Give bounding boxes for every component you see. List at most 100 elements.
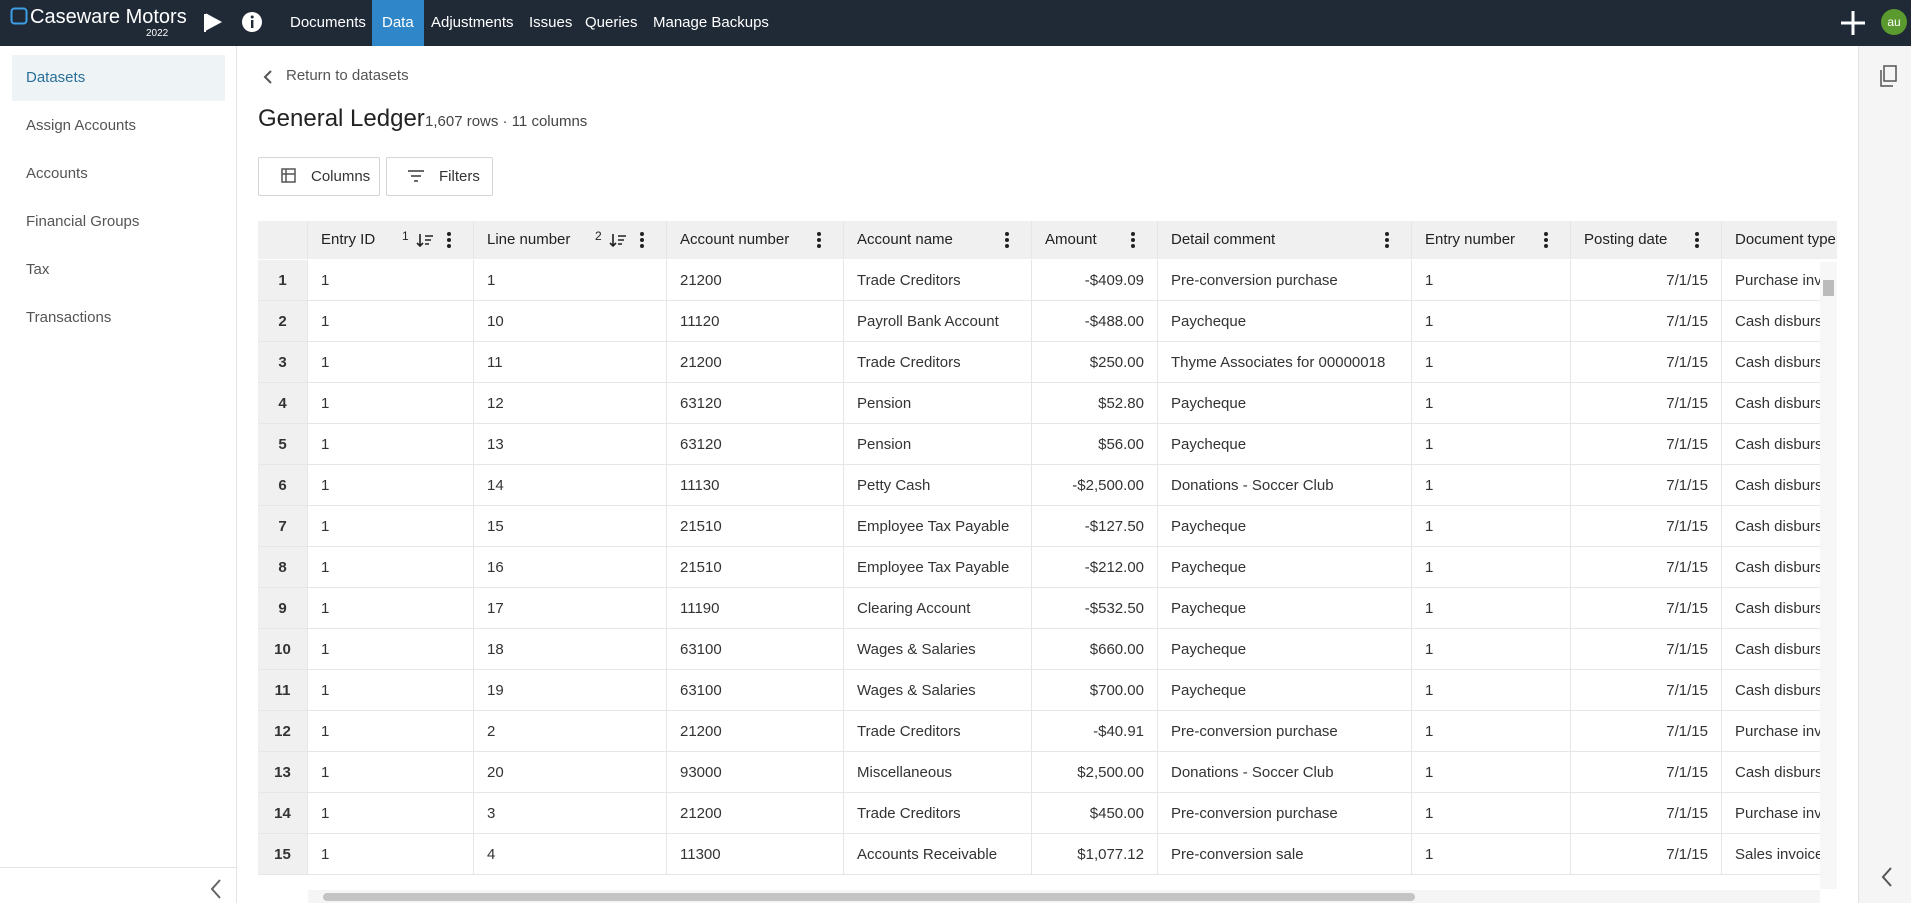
cell: 1 <box>308 465 474 506</box>
cell: 1 <box>1412 711 1571 752</box>
sort-icon[interactable] <box>416 232 434 248</box>
cell: Cash disbursements <box>1722 670 1837 711</box>
cell: 17 <box>474 588 667 629</box>
sort-icon[interactable] <box>609 232 627 248</box>
row-number: 2 <box>258 301 308 342</box>
row-number: 6 <box>258 465 308 506</box>
cell: 1 <box>1412 547 1571 588</box>
cell: Paycheque <box>1158 383 1412 424</box>
header-cell <box>258 221 308 259</box>
cell: $1,077.12 <box>1032 834 1158 875</box>
nav-item[interactable]: Issues <box>529 14 573 31</box>
column-header[interactable]: Account number <box>667 221 844 259</box>
cell: Trade Creditors <box>844 342 1032 383</box>
cell: $660.00 <box>1032 629 1158 670</box>
cell: Payroll Bank Account <box>844 301 1032 342</box>
cell: -$532.50 <box>1032 588 1158 629</box>
column-label: Entry number <box>1425 231 1516 248</box>
h-scrollbar[interactable] <box>308 890 1820 903</box>
column-header[interactable]: Account name <box>844 221 1032 259</box>
logo-icon <box>10 7 28 25</box>
cell: 21200 <box>667 260 844 301</box>
column-label: Document type <box>1735 231 1836 248</box>
cell: Wages & Salaries <box>844 629 1032 670</box>
cell: Paycheque <box>1158 506 1412 547</box>
column-menu[interactable] <box>1384 232 1390 248</box>
avatar[interactable]: au <box>1881 9 1907 35</box>
column-header[interactable]: Amount <box>1032 221 1158 259</box>
cell: 16 <box>474 547 667 588</box>
column-header[interactable]: Posting date <box>1571 221 1722 259</box>
column-menu[interactable] <box>1543 232 1549 248</box>
cell: 7/1/15 <box>1571 711 1722 752</box>
column-header[interactable]: Detail comment <box>1158 221 1412 259</box>
column-label: Amount <box>1045 231 1097 248</box>
cell: 1 <box>308 506 474 547</box>
v-scrollbar[interactable] <box>1820 262 1837 889</box>
sidebar-item[interactable]: Financial Groups <box>26 213 140 230</box>
cell: 63120 <box>667 424 844 465</box>
nav-item[interactable]: Documents <box>290 14 366 31</box>
row-number: 9 <box>258 588 308 629</box>
cell: 21510 <box>667 506 844 547</box>
column-header[interactable]: Line number 2 <box>474 221 667 259</box>
breadcrumb[interactable]: Return to datasets <box>286 67 409 84</box>
cell: 1 <box>1412 834 1571 875</box>
cell: 21200 <box>667 711 844 752</box>
cell: Pre-conversion purchase <box>1158 260 1412 301</box>
sort-order: 1 <box>402 229 409 243</box>
back-icon[interactable] <box>262 69 274 85</box>
cell: Miscellaneous <box>844 752 1032 793</box>
expand-icon[interactable] <box>1879 866 1895 888</box>
cell: 7/1/15 <box>1571 465 1722 506</box>
right-panel <box>1858 46 1911 903</box>
add-icon[interactable] <box>1839 9 1867 37</box>
nav-item[interactable]: Manage Backups <box>653 14 769 31</box>
column-menu[interactable] <box>816 232 822 248</box>
sidebar-item[interactable]: Accounts <box>26 165 88 182</box>
column-menu[interactable] <box>1130 232 1136 248</box>
cell: Cash disbursements <box>1722 547 1837 588</box>
cell: 7/1/15 <box>1571 260 1722 301</box>
cell: 11120 <box>667 301 844 342</box>
app-name: Caseware Motors <box>30 6 187 28</box>
cell: Sales invoices <box>1722 834 1837 875</box>
sidebar-item[interactable]: Tax <box>26 261 50 278</box>
cell: 1 <box>1412 670 1571 711</box>
cell: 7/1/15 <box>1571 506 1722 547</box>
cell: 1 <box>1412 424 1571 465</box>
flag-icon[interactable] <box>202 12 222 34</box>
cell: 7/1/15 <box>1571 793 1722 834</box>
nav-item[interactable]: Queries <box>585 14 638 31</box>
columns-button[interactable]: Columns <box>258 157 380 196</box>
cell: Pre-conversion purchase <box>1158 793 1412 834</box>
cell: 14 <box>474 465 667 506</box>
column-menu[interactable] <box>1694 232 1700 248</box>
cell: Clearing Account <box>844 588 1032 629</box>
cell: Cash disbursements <box>1722 342 1837 383</box>
copy-icon[interactable] <box>1879 65 1897 87</box>
cell: 11130 <box>667 465 844 506</box>
column-header[interactable]: Entry ID 1 <box>308 221 474 259</box>
cell: Purchase invoices <box>1722 711 1837 752</box>
column-header[interactable]: Document type <box>1722 221 1837 259</box>
cell: Paycheque <box>1158 547 1412 588</box>
nav-item[interactable]: Adjustments <box>431 14 514 31</box>
cell: 10 <box>474 301 667 342</box>
cell: 63120 <box>667 383 844 424</box>
cell: -$212.00 <box>1032 547 1158 588</box>
cell: 1 <box>1412 752 1571 793</box>
sidebar-item[interactable]: Datasets <box>12 55 225 101</box>
sidebar-item[interactable]: Assign Accounts <box>26 117 137 134</box>
filters-button[interactable]: Filters <box>386 157 493 196</box>
cell: 7/1/15 <box>1571 342 1722 383</box>
column-menu[interactable] <box>1004 232 1010 248</box>
info-icon[interactable] <box>241 11 263 33</box>
column-header[interactable]: Entry number <box>1412 221 1571 259</box>
cell: 7/1/15 <box>1571 547 1722 588</box>
collapse-icon[interactable] <box>208 878 224 900</box>
column-menu[interactable] <box>639 232 645 248</box>
sidebar-item[interactable]: Transactions <box>26 309 112 326</box>
nav-item[interactable]: Data <box>372 0 424 46</box>
column-menu[interactable] <box>446 232 452 248</box>
